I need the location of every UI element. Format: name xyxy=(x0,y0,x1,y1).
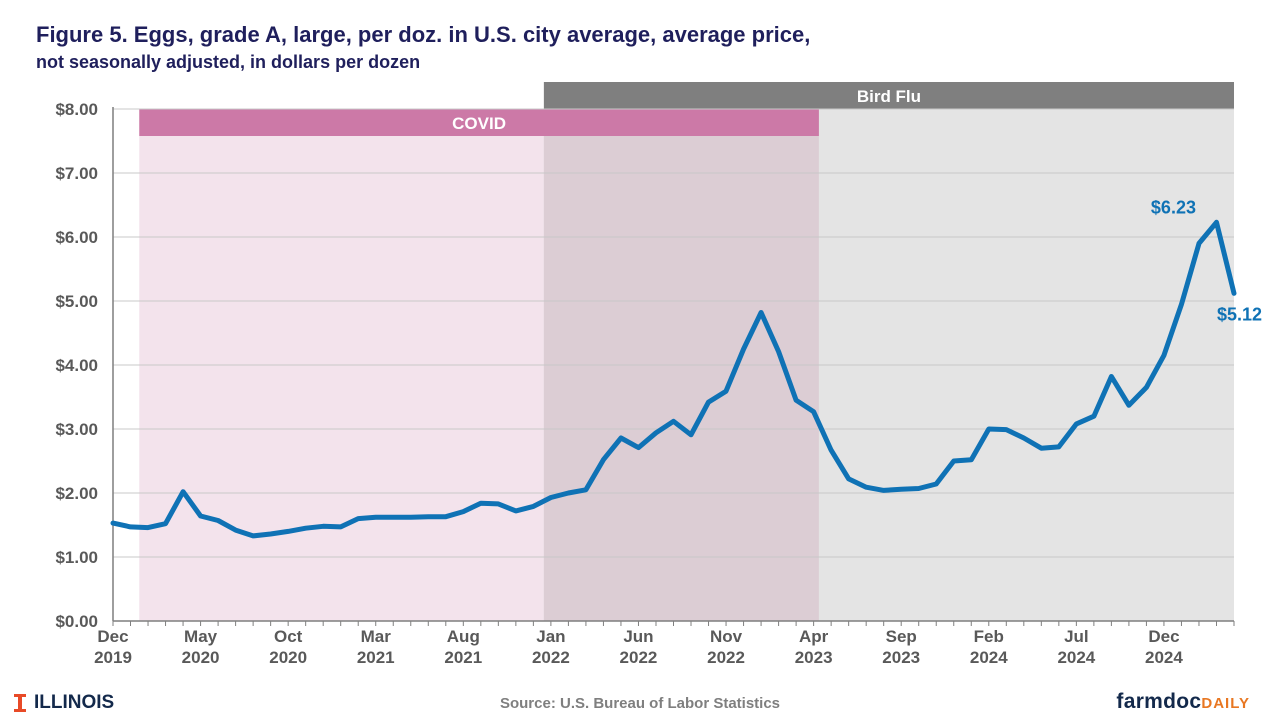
x-tick-year-label: 2022 xyxy=(707,648,745,667)
y-tick-label: $8.00 xyxy=(55,100,98,119)
x-tick-year-label: 2024 xyxy=(1145,648,1183,667)
x-tick-year-label: 2022 xyxy=(620,648,658,667)
covid-band-label: COVID xyxy=(452,114,506,133)
block-i-icon xyxy=(14,694,26,712)
x-tick-label: May xyxy=(184,627,218,646)
x-tick-year-label: 2021 xyxy=(444,648,482,667)
x-tick-label: Aug xyxy=(447,627,480,646)
axis-layer: $0.00 $1.00 $2.00 $3.00 $4.00 $5.00 $6.00 $7.00… xyxy=(55,100,1235,667)
grid-layer xyxy=(113,108,1234,558)
birdflu-band-label: Bird Flu xyxy=(857,87,921,106)
x-tick-label: Jul xyxy=(1064,627,1089,646)
farmdoc-logo: farmdocDAILY xyxy=(1116,690,1250,714)
x-tick-label: Oct xyxy=(274,627,303,646)
x-tick-label: Jun xyxy=(623,627,653,646)
birdflu-band xyxy=(543,82,1234,109)
x-tick-year-label: 2022 xyxy=(532,648,570,667)
y-tick-label: $6.00 xyxy=(55,228,98,247)
x-tick-label: Jan xyxy=(536,627,565,646)
source-note: Source: U.S. Bureau of Labor Statistics xyxy=(499,695,781,712)
x-tick-year-label: 2024 xyxy=(970,648,1008,667)
x-tick-year-label: 2020 xyxy=(182,648,220,667)
y-tick-label: $5.00 xyxy=(55,292,98,311)
shading-layer: Bird Flu COVID xyxy=(139,82,1234,621)
peak-value-label: $6.23 xyxy=(1151,197,1196,217)
last-value-label: $5.12 xyxy=(1217,304,1262,324)
chart-subtitle: not seasonally adjusted, in dollars per … xyxy=(36,52,421,72)
y-tick-label: $3.00 xyxy=(55,420,98,439)
covid-band xyxy=(139,109,819,136)
price-series-line xyxy=(110,219,1237,539)
y-tick-label: $4.00 xyxy=(55,356,98,375)
x-tick-year-label: 2019 xyxy=(94,648,132,667)
x-tick-year-label: 2024 xyxy=(1057,648,1095,667)
y-tick-label: $1.00 xyxy=(55,548,98,567)
x-tick-label: Apr xyxy=(799,627,829,646)
label-layer: $6.23 $5.12 xyxy=(1151,197,1262,324)
x-tick-year-label: 2023 xyxy=(795,648,833,667)
illinois-logo: ILLINOIS xyxy=(14,692,114,714)
daily-wordmark: DAILY xyxy=(1201,695,1250,712)
x-tick-label: Sep xyxy=(886,627,917,646)
x-tick-label: Dec xyxy=(97,627,128,646)
x-tick-label: Feb xyxy=(974,627,1004,646)
x-tick-year-label: 2023 xyxy=(882,648,920,667)
chart-title: Figure 5. Eggs, grade A, large, per doz.… xyxy=(36,22,811,47)
farmdoc-wordmark: farmdoc xyxy=(1116,690,1202,713)
x-tick-year-label: 2021 xyxy=(357,648,395,667)
y-tick-label: $0.00 xyxy=(55,612,98,631)
series-layer xyxy=(110,219,1237,539)
x-tick-year-label: 2020 xyxy=(269,648,307,667)
x-tick-label: Dec xyxy=(1148,627,1179,646)
y-tick-label: $7.00 xyxy=(55,164,98,183)
y-tick-label: $2.00 xyxy=(55,484,98,503)
illinois-wordmark: ILLINOIS xyxy=(34,692,115,713)
x-tick-label: Nov xyxy=(710,627,743,646)
x-tick-label: Mar xyxy=(361,627,392,646)
